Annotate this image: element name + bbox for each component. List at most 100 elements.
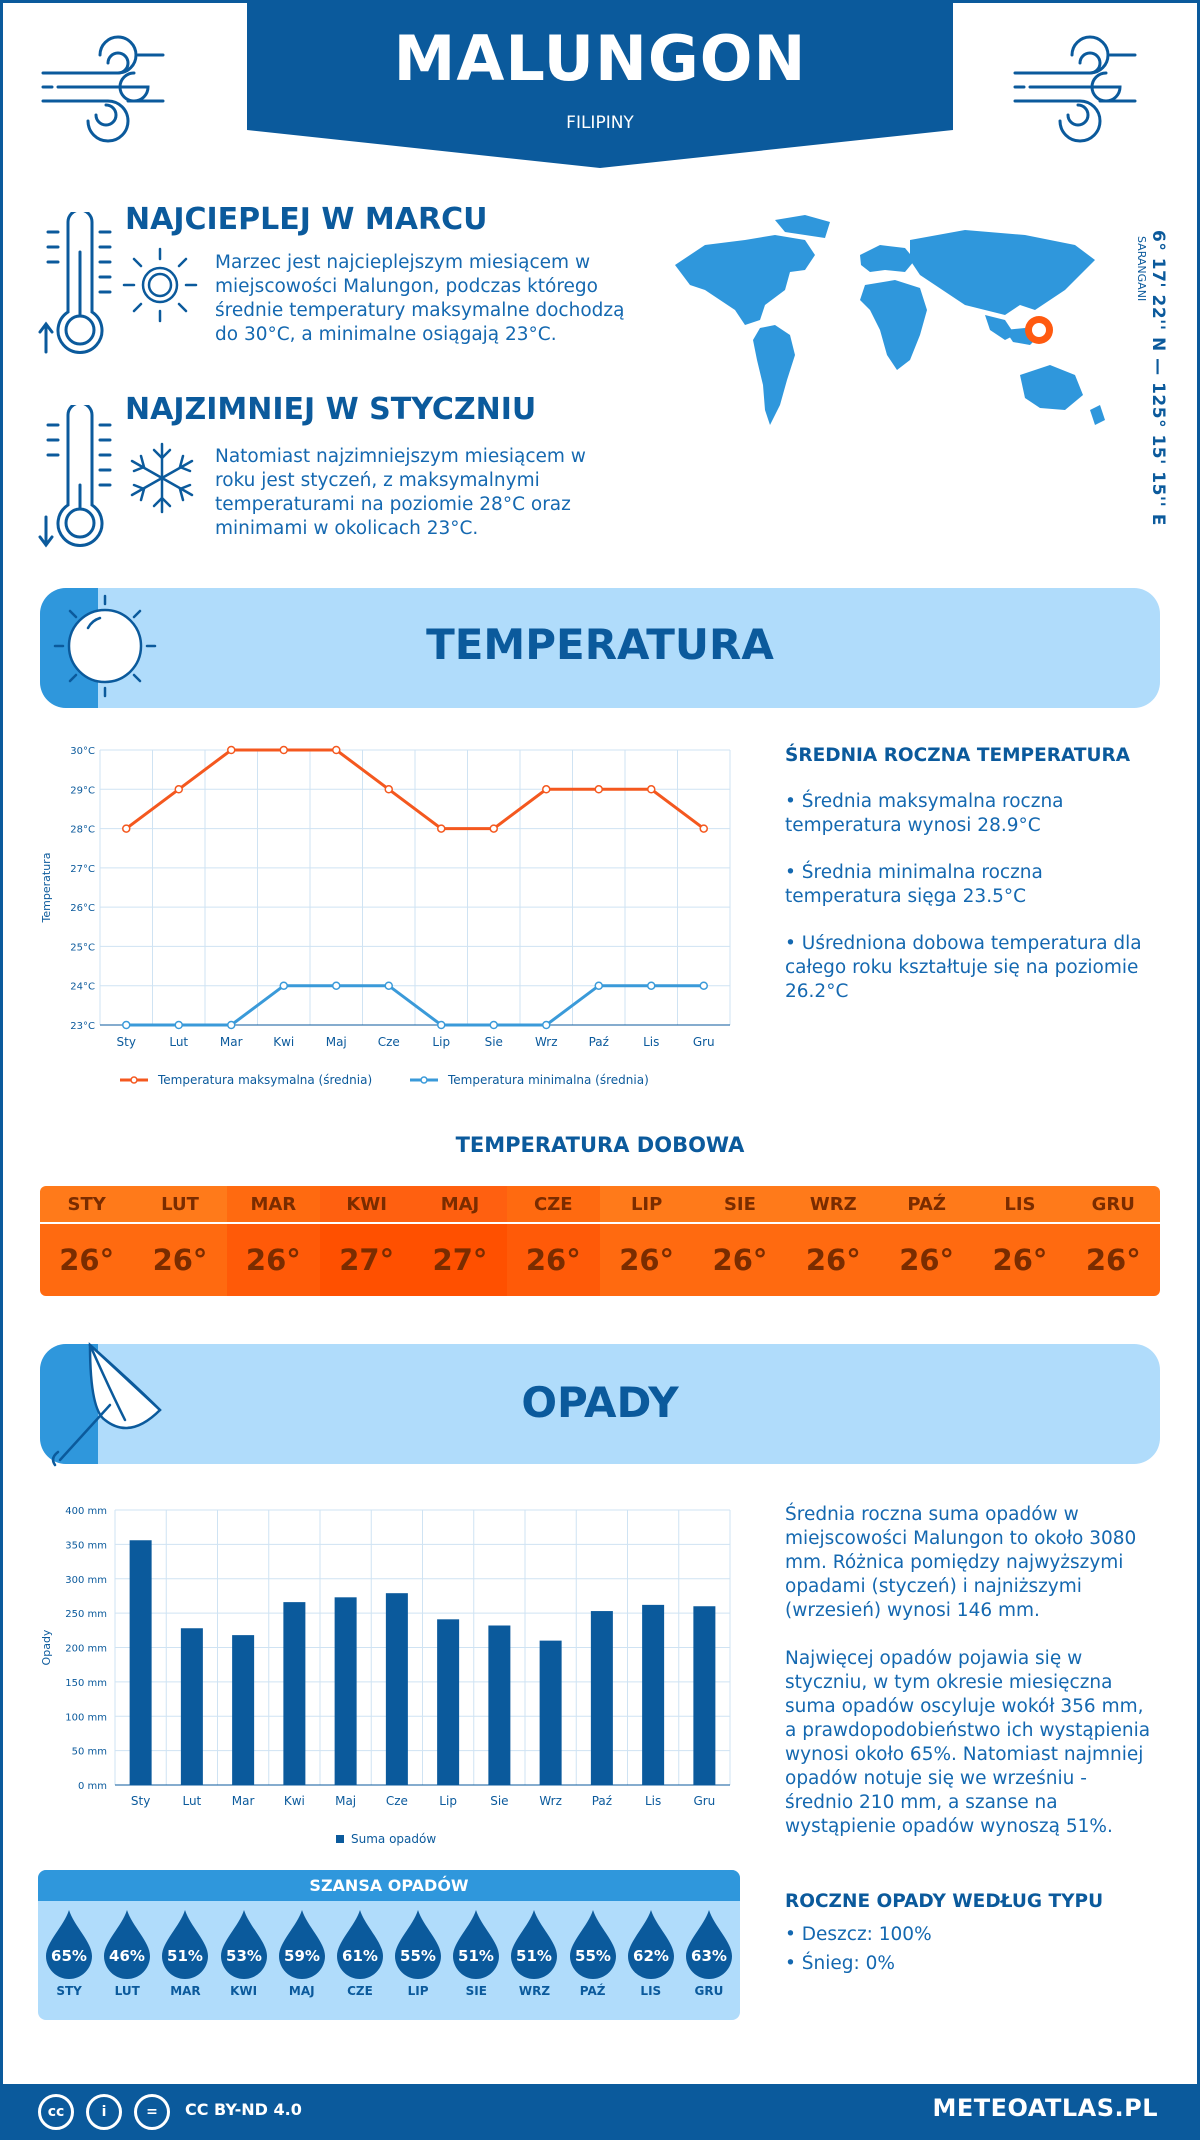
daily-temp-column: GRU 26° xyxy=(1066,1186,1160,1296)
license-label[interactable]: CC BY-ND 4.0 xyxy=(185,2100,302,2119)
umbrella-rain-icon xyxy=(51,1342,162,1467)
y-tick-label: 150 mm xyxy=(65,1678,107,1689)
raindrop-shape xyxy=(395,1910,442,1979)
x-tick-label: Mar xyxy=(232,1794,255,1808)
raindrop-icon: 51% xyxy=(511,1910,558,1979)
data-point xyxy=(437,1020,446,1030)
precip-chance-month: GRU xyxy=(694,1984,724,1998)
x-tick-label: Lut xyxy=(169,1035,188,1049)
footer xyxy=(0,2084,1200,2140)
y-tick-label: 400 mm xyxy=(65,1506,107,1517)
data-point xyxy=(122,824,131,833)
precip-chance-value: 65% xyxy=(51,1947,87,1965)
data-point xyxy=(384,981,393,990)
y-tick-label: 50 mm xyxy=(72,1747,107,1758)
temperature-title: TEMPERATURA xyxy=(426,620,774,669)
raindrop-icon: 61% xyxy=(336,1910,383,1979)
y-tick-label: 23°C xyxy=(70,1021,95,1032)
data-point xyxy=(279,745,288,755)
data-point xyxy=(174,1020,183,1030)
precip-chance-panel: SZANSA OPADÓW 65% STY 46% LUT 51% MAR 53% KWI 59… xyxy=(38,1870,740,2020)
site-link[interactable]: METEOATLAS.PL xyxy=(932,2094,1158,2122)
precip-chance-value: 53% xyxy=(226,1947,262,1965)
coldest-text: Natomiast najzimniejszym miesiącem w rok… xyxy=(215,446,586,539)
no-derivatives-icon[interactable]: = xyxy=(134,2094,170,2130)
daily-temp-value: 26° xyxy=(226,1224,320,1296)
x-tick-label: Sie xyxy=(485,1035,503,1049)
data-point xyxy=(542,1020,551,1030)
precip-bar xyxy=(488,1625,511,1785)
precip-bar xyxy=(590,1611,613,1785)
cc-license-icon[interactable]: cc xyxy=(38,2094,74,2130)
daily-temp-value: 26° xyxy=(40,1224,134,1296)
y-tick-label: 0 mm xyxy=(78,1781,107,1792)
precip-chance-month: LIP xyxy=(407,1984,429,1998)
temperature-chart: 23°C 24°C 25°C 26°C 27°C 28°C 29°C 30°C Sty Lut Ma… xyxy=(40,745,731,1087)
x-tick-label: Paź xyxy=(589,1035,609,1049)
precip-chance-item: 62% LIS xyxy=(622,1908,680,1998)
precip-chance-item: 65% STY xyxy=(40,1908,98,1998)
data-point xyxy=(647,785,656,794)
y-tick-label: 26°C xyxy=(70,903,95,914)
precip-chance-value: 55% xyxy=(575,1947,611,1965)
daily-temp-value: 26° xyxy=(133,1224,227,1296)
precip-type-title: ROCZNE OPADY WEDŁUG TYPU xyxy=(785,1891,1104,1912)
x-tick-label: Lis xyxy=(645,1794,661,1808)
precip-chance-month: PAŹ xyxy=(579,1984,606,1998)
raindrop-shape xyxy=(453,1910,500,1979)
thermometer-warm-icon xyxy=(38,212,112,354)
daily-temp-value: 26° xyxy=(693,1224,787,1296)
precip-text-1: Średnia roczna suma opadów w miejscowośc… xyxy=(785,1504,1137,1621)
precip-chance-month: CZE xyxy=(347,1984,373,1998)
x-tick-label: Sty xyxy=(117,1035,136,1049)
y-tick-label: 30°C xyxy=(70,746,95,757)
precip-title: OPADY xyxy=(521,1378,679,1427)
sun-icon xyxy=(122,247,198,323)
daily-month-label: PAŹ xyxy=(879,1186,974,1224)
data-point xyxy=(489,1020,498,1030)
data-point xyxy=(594,981,603,990)
x-tick-label: Mar xyxy=(220,1035,243,1049)
precip-chance-value: 62% xyxy=(633,1947,669,1965)
precip-type-snow: • Śnieg: 0% xyxy=(785,1953,895,1974)
precip-chance-month: MAR xyxy=(170,1984,201,1998)
precip-chance-item: 63% GRU xyxy=(680,1908,738,1998)
daily-temp-value: 26° xyxy=(599,1224,694,1296)
daily-temp-column: WRZ 26° xyxy=(786,1186,880,1296)
precip-chance-item: 53% KWI xyxy=(215,1908,273,1998)
daily-temp-column: MAJ 27° xyxy=(413,1186,507,1296)
precipitation-chart: 0 mm 50 mm 100 mm 150 mm 200 mm 250 mm 300 mm 3… xyxy=(40,1506,731,1846)
precip-bar xyxy=(539,1640,562,1785)
raindrop-shape xyxy=(336,1910,383,1979)
precip-chance-value: 51% xyxy=(458,1947,494,1965)
temp-stat-avg: • Uśredniona dobowa temperatura dla całe… xyxy=(785,933,1142,1002)
attribution-icon[interactable]: i xyxy=(86,2094,122,2130)
precip-chance-month: SIE xyxy=(465,1984,487,1998)
temp-stats-title: ŚREDNIA ROCZNA TEMPERATURA xyxy=(785,745,1131,766)
raindrop-shape xyxy=(104,1910,151,1979)
precip-chance-month: LUT xyxy=(114,1984,140,1998)
precip-chance-item: 55% PAŹ xyxy=(564,1908,622,1998)
data-point xyxy=(122,1020,131,1030)
daily-temp-value: 26° xyxy=(506,1224,600,1296)
x-tick-label: Lis xyxy=(643,1035,659,1049)
precip-bar xyxy=(129,1540,152,1785)
daily-temp-column: SIE 26° xyxy=(693,1186,787,1296)
x-tick-label: Wrz xyxy=(535,1035,558,1049)
daily-temp-value: 26° xyxy=(786,1224,880,1296)
x-tick-label: Kwi xyxy=(273,1035,294,1049)
legend-label: Temperatura maksymalna (średnia) xyxy=(157,1073,372,1087)
y-tick-label: 27°C xyxy=(70,864,95,875)
daily-temp-value: 26° xyxy=(879,1224,974,1296)
daily-month-label: GRU xyxy=(1066,1186,1160,1224)
daily-temp-column: LIP 26° xyxy=(599,1186,694,1296)
warmest-title: NAJCIEPLEJ W MARCU xyxy=(125,202,488,237)
legend-swatch xyxy=(336,1835,344,1843)
daily-temp-value: 26° xyxy=(973,1224,1067,1296)
precip-chance-value: 51% xyxy=(167,1947,203,1965)
precip-bar xyxy=(334,1597,357,1785)
warmest-text: Marzec jest najcieplejszym miesiącem w m… xyxy=(215,252,625,345)
coldest-title: NAJZIMNIEJ W STYCZNIU xyxy=(125,392,537,427)
raindrop-shape xyxy=(627,1910,674,1979)
legend-label: Temperatura minimalna (średnia) xyxy=(447,1073,649,1087)
